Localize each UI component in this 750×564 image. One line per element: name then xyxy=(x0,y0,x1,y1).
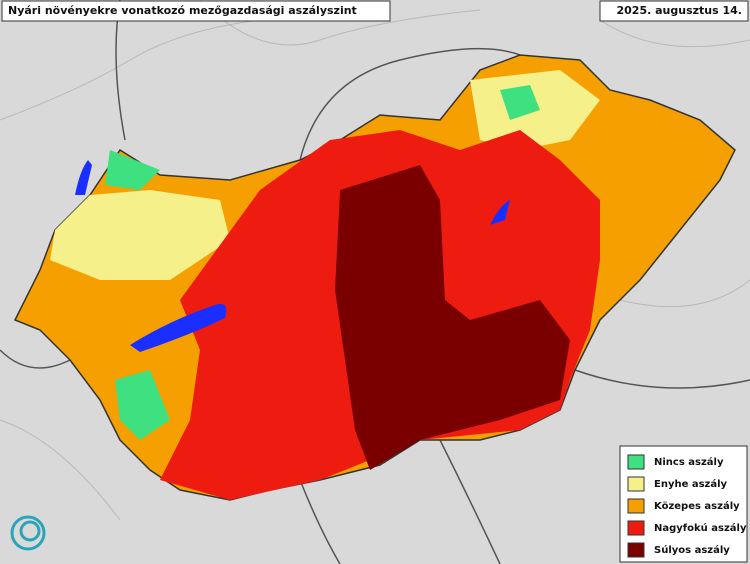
title: Nyári növényekre vonatkozó mezőgazdasági… xyxy=(8,4,357,17)
legend-label: Nagyfokú aszály xyxy=(654,522,747,534)
legend-label: Súlyos aszály xyxy=(654,544,730,556)
legend-swatch xyxy=(627,520,645,536)
legend-label: Közepes aszály xyxy=(654,500,740,512)
region xyxy=(50,190,230,280)
legend-label: Nincs aszály xyxy=(654,456,724,468)
legend: Nincs aszály Enyhe aszály Közepes aszály Na… xyxy=(619,445,748,563)
region xyxy=(335,165,570,470)
legend-swatch xyxy=(627,454,645,470)
terrain xyxy=(0,0,750,521)
region xyxy=(115,370,170,440)
legend-swatch xyxy=(627,498,645,514)
date: 2025. augusztus 14. xyxy=(617,4,743,17)
title-box xyxy=(1,0,391,22)
logo xyxy=(10,515,46,551)
lakes xyxy=(75,160,510,352)
region xyxy=(105,150,160,190)
date-box xyxy=(599,0,749,22)
region xyxy=(500,85,540,120)
legend-swatch xyxy=(627,476,645,492)
legend-swatch xyxy=(627,542,645,558)
legend-label: Enyhe aszály xyxy=(654,478,728,490)
